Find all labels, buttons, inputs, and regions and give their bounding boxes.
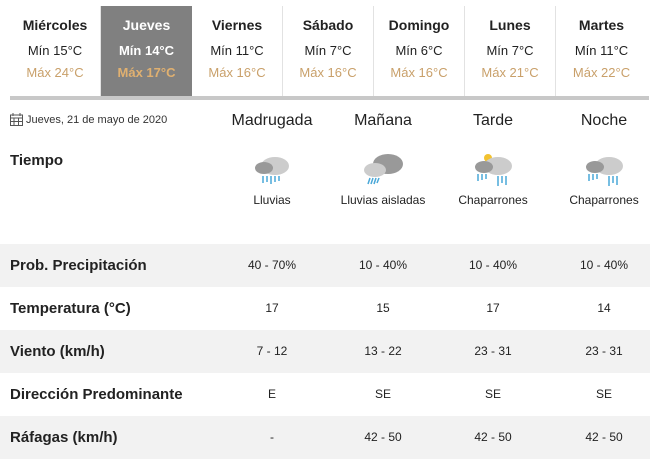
period-manana: Mañana: [354, 112, 412, 129]
period-madrugada: Madrugada: [231, 112, 313, 129]
cell: 40 - 70%: [247, 258, 297, 272]
min-temp: Mín 11°C: [210, 43, 264, 58]
day-tab-domingo[interactable]: Domingo Mín 6°C Máx 16°C: [374, 6, 465, 96]
day-name: Martes: [578, 17, 625, 33]
cell: 10 - 40%: [579, 258, 629, 272]
cell: 14: [597, 301, 611, 315]
day-tab-miercoles[interactable]: Miércoles Mín 15°C Máx 24°C: [10, 6, 101, 96]
calendar-icon: [10, 113, 23, 126]
cell: E: [267, 387, 276, 401]
cell: 13 - 22: [364, 344, 402, 358]
day-name: Domingo: [388, 17, 450, 33]
weather-text: Chaparrones: [458, 193, 528, 207]
cell: 17: [486, 301, 500, 315]
cell: 17: [265, 301, 279, 315]
day-tab-jueves[interactable]: Jueves Mín 14°C Máx 17°C: [101, 6, 192, 96]
row-wind: Viento (km/h) 7 - 12 13 - 22 23 - 31 23 - 31: [0, 330, 650, 373]
day-tab-lunes[interactable]: Lunes Mín 7°C Máx 21°C: [465, 6, 556, 96]
weather-text: Lluvias: [253, 193, 291, 207]
day-name: Lunes: [489, 17, 531, 33]
weather-label: Tiempo: [10, 152, 64, 169]
cell: -: [270, 430, 274, 444]
min-temp: Mín 6°C: [395, 43, 443, 58]
day-name: Viernes: [211, 17, 263, 33]
max-temp: Máx 16°C: [390, 65, 448, 80]
cell: 7 - 12: [256, 344, 288, 358]
row-label: Viento (km/h): [10, 343, 105, 360]
row-label: Ráfagas (km/h): [10, 429, 118, 446]
cell: 10 - 40%: [358, 258, 408, 272]
weather-tarde: Chaparrones: [438, 152, 548, 209]
cell: 42 - 50: [364, 430, 402, 444]
day-tabs: Miércoles Mín 15°C Máx 24°C Jueves Mín 14°C…: [10, 6, 649, 100]
rain-cloud-icon: [255, 157, 289, 184]
max-temp: Máx 16°C: [208, 65, 266, 80]
day-name: Jueves: [122, 17, 171, 33]
cell: 23 - 31: [474, 344, 512, 358]
period-tarde: Tarde: [472, 112, 514, 129]
cell: SE: [595, 387, 612, 401]
max-temp: Máx 24°C: [26, 65, 84, 80]
max-temp: Máx 16°C: [299, 65, 357, 80]
row-label: Temperatura (°C): [10, 300, 131, 317]
cell: 42 - 50: [474, 430, 512, 444]
max-temp: Máx 22°C: [572, 65, 631, 80]
weather-manana: Lluvias aisladas: [328, 152, 438, 209]
row-direction: Dirección Predominante E SE SE SE: [0, 373, 650, 416]
max-temp: Máx 17°C: [117, 65, 176, 80]
cell: SE: [374, 387, 391, 401]
min-temp: Mín 14°C: [118, 43, 175, 58]
period-noche: Noche: [580, 112, 628, 129]
row-precipitation: Prob. Precipitación 40 - 70% 10 - 40% 10 - …: [0, 244, 650, 287]
cell: 42 - 50: [585, 430, 623, 444]
sun-cloud-showers-icon: [475, 154, 512, 186]
weather-text: Lluvias aisladas: [340, 193, 426, 207]
row-gusts: Ráfagas (km/h) - 42 - 50 42 - 50 42 - 50: [0, 416, 650, 459]
cell: 23 - 31: [585, 344, 623, 358]
cloud-showers-icon: [586, 157, 623, 186]
day-tab-viernes[interactable]: Viernes Mín 11°C Máx 16°C: [192, 6, 283, 96]
selected-date: Jueves, 21 de mayo de 2020: [10, 113, 167, 126]
date-text: Jueves, 21 de mayo de 2020: [26, 113, 168, 126]
row-label: Prob. Precipitación: [10, 257, 147, 274]
min-temp: Mín 7°C: [486, 43, 534, 58]
min-temp: Mín 7°C: [304, 43, 352, 58]
isolated-rain-cloud-icon: [364, 154, 403, 185]
day-tab-sabado[interactable]: Sábado Mín 7°C Máx 16°C: [283, 6, 374, 96]
weather-noche: Chaparrones: [549, 152, 650, 209]
row-temperature: Temperatura (°C) 17 15 17 14: [0, 287, 650, 330]
weather-madrugada: Lluvias: [217, 152, 327, 209]
weather-text: Chaparrones: [569, 193, 639, 207]
cell: SE: [484, 387, 501, 401]
day-name: Sábado: [302, 17, 354, 33]
cell: 10 - 40%: [468, 258, 518, 272]
day-tab-martes[interactable]: Martes Mín 11°C Máx 22°C: [556, 6, 647, 96]
cell: 15: [376, 301, 390, 315]
max-temp: Máx 21°C: [481, 65, 539, 80]
day-name: Miércoles: [22, 17, 88, 33]
min-temp: Mín 15°C: [27, 43, 83, 58]
row-label: Dirección Predominante: [10, 386, 183, 403]
min-temp: Mín 11°C: [574, 43, 629, 58]
